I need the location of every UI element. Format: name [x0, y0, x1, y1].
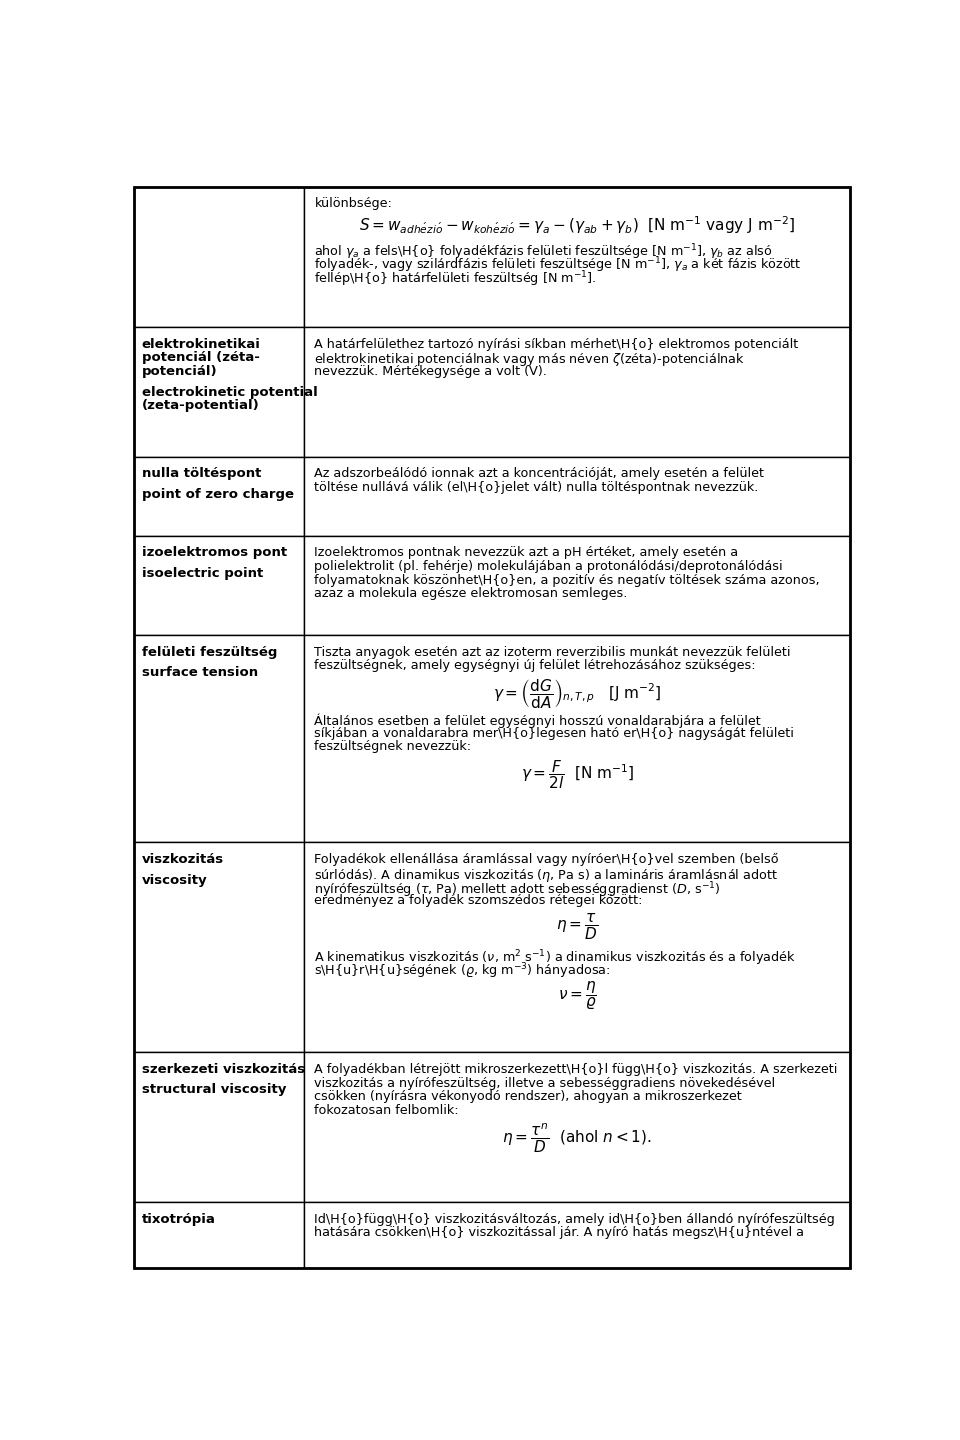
Text: $\gamma = \dfrac{F}{2l}$  [N m$^{-1}$]: $\gamma = \dfrac{F}{2l}$ [N m$^{-1}$]: [520, 757, 634, 791]
Text: eredményez a folyadék szomszédos rétegei között:: eredményez a folyadék szomszédos rétegei…: [315, 894, 643, 907]
Text: Izoelektromos pontnak nevezzük azt a pH értéket, amely esetén a: Izoelektromos pontnak nevezzük azt a pH …: [315, 546, 738, 559]
Text: viszkozitás: viszkozitás: [142, 852, 224, 867]
Bar: [134, 187, 304, 327]
Text: Általános esetben a felület egységnyi hosszú vonaldarabjára a felület: Általános esetben a felület egységnyi ho…: [315, 713, 761, 727]
Text: azaz a molekula egésze elektromosan semleges.: azaz a molekula egésze elektromosan seml…: [315, 588, 628, 600]
Bar: [304, 635, 850, 842]
Text: surface tension: surface tension: [142, 667, 258, 680]
Text: $S = w_{adh\acute{e}zi\acute{o}} - w_{koh\acute{e}zi\acute{o}} = \gamma_a - (\ga: $S = w_{adh\acute{e}zi\acute{o}} - w_{ko…: [359, 215, 795, 236]
Text: folyadék-, vagy szilárdfázis felületi feszültsége [N m$^{-1}$], $\gamma_a$ a két: folyadék-, vagy szilárdfázis felületi fe…: [315, 256, 803, 275]
Text: tixotrópia: tixotrópia: [142, 1212, 216, 1225]
Text: point of zero charge: point of zero charge: [142, 488, 294, 501]
Text: isoelectric point: isoelectric point: [142, 567, 263, 580]
Text: s\H{u}r\H{u}ségének ($\varrho$, kg m$^{-3}$) hányadosa:: s\H{u}r\H{u}ségének ($\varrho$, kg m$^{-…: [315, 962, 611, 981]
Bar: [134, 842, 304, 1053]
Bar: [304, 842, 850, 1053]
Text: $\nu = \dfrac{\eta}{\varrho}$: $\nu = \dfrac{\eta}{\varrho}$: [558, 979, 597, 1012]
Text: viscosity: viscosity: [142, 874, 207, 887]
Text: különbsége:: különbsége:: [315, 197, 393, 210]
Bar: [304, 327, 850, 456]
Text: polielektrolit (pl. fehérje) molekulájában a protonálódási/deprotonálódási: polielektrolit (pl. fehérje) molekulájáb…: [315, 560, 783, 573]
Text: $\gamma = \left(\dfrac{\mathrm{d}G}{\mathrm{d}A}\right)_{n,T,p}$   [J m$^{-2}$]: $\gamma = \left(\dfrac{\mathrm{d}G}{\mat…: [492, 677, 661, 710]
Text: töltése nullává válik (el\H{o}jelet vált) nulla töltéspontnak nevezzük.: töltése nullává válik (el\H{o}jelet vált…: [315, 481, 758, 494]
Bar: [304, 1053, 850, 1202]
Text: folyamatoknak köszönhet\H{o}en, a pozitív és negatív töltések száma azonos,: folyamatoknak köszönhet\H{o}en, a pozití…: [315, 573, 820, 586]
Bar: [134, 456, 304, 536]
Text: $\eta = \dfrac{\tau^n}{D}$  (ahol $n < 1$).: $\eta = \dfrac{\tau^n}{D}$ (ahol $n < 1$…: [502, 1122, 652, 1155]
Text: $\eta = \dfrac{\tau}{D}$: $\eta = \dfrac{\tau}{D}$: [556, 912, 598, 942]
Text: elektrokinetikai: elektrokinetikai: [142, 338, 260, 351]
Text: hatására csökken\H{o} viszkozitással jár. A nyíró hatás megsz\H{u}ntével a: hatására csökken\H{o} viszkozitással jár…: [315, 1227, 804, 1240]
Text: feszültségnek nevezzük:: feszültségnek nevezzük:: [315, 740, 471, 753]
Bar: [134, 536, 304, 635]
Bar: [134, 327, 304, 456]
Text: viszkozitás a nyírófeszültség, illetve a sebességgradiens növekedésével: viszkozitás a nyírófeszültség, illetve a…: [315, 1077, 776, 1090]
Bar: [304, 1202, 850, 1267]
Text: síkjában a vonaldarabra mer\H{o}legesen ható er\H{o} nagyságát felületi: síkjában a vonaldarabra mer\H{o}legesen …: [315, 727, 794, 740]
Text: Folyadékok ellenállása áramlással vagy nyíróer\H{o}vel szemben (belső: Folyadékok ellenállása áramlással vagy n…: [315, 852, 780, 867]
Text: súrlódás). A dinamikus viszkozitás ($\eta$, Pa s) a lamináris áramlásnál adott: súrlódás). A dinamikus viszkozitás ($\et…: [315, 867, 779, 884]
Text: Az adszorbeálódó ionnak azt a koncentrációját, amely esetén a felület: Az adszorbeálódó ionnak azt a koncentrác…: [315, 468, 764, 481]
Text: potenciál): potenciál): [142, 366, 217, 379]
Bar: [134, 635, 304, 842]
Text: ahol $\gamma_a$ a fels\H{o} folyadékfázis felületi feszültsége [N m$^{-1}$], $\g: ahol $\gamma_a$ a fels\H{o} folyadékfázi…: [315, 242, 773, 262]
Bar: [304, 536, 850, 635]
Text: felületi feszültség: felületi feszültség: [142, 645, 277, 658]
Text: csökken (nyírásra vékonyodó rendszer), ahogyan a mikroszerkezet: csökken (nyírásra vékonyodó rendszer), a…: [315, 1090, 742, 1103]
Text: (zeta-potential): (zeta-potential): [142, 399, 259, 412]
Text: A folyadékban létrejött mikroszerkezett\H{o}l függ\H{o} viszkozitás. A szerkezet: A folyadékban létrejött mikroszerkezett\…: [315, 1063, 838, 1076]
Text: Id\H{o}függ\H{o} viszkozitásváltozás, amely id\H{o}ben állandó nyírófeszültség: Id\H{o}függ\H{o} viszkozitásváltozás, am…: [315, 1212, 835, 1225]
Text: nevezzük. Mértékegysége a volt (V).: nevezzük. Mértékegysége a volt (V).: [315, 366, 547, 379]
Text: potenciál (zéta-: potenciál (zéta-: [142, 351, 259, 364]
Text: elektrokinetikai potenciálnak vagy más néven $\zeta$(zéta)-potenciálnak: elektrokinetikai potenciálnak vagy más n…: [315, 351, 746, 369]
Text: izoelektromos pont: izoelektromos pont: [142, 546, 287, 559]
Bar: [304, 456, 850, 536]
Text: nyírófeszültség ($\tau$, Pa) mellett adott sebességgradienst ($D$, s$^{-1}$): nyírófeszültség ($\tau$, Pa) mellett ado…: [315, 881, 721, 900]
Text: nulla töltéspont: nulla töltéspont: [142, 468, 261, 481]
Text: Tiszta anyagok esetén azt az izoterm reverzibilis munkát nevezzük felületi: Tiszta anyagok esetén azt az izoterm rev…: [315, 645, 791, 658]
Text: A kinematikus viszkozitás ($\nu$, m$^2$ s$^{-1}$) a dinamikus viszkozitás és a f: A kinematikus viszkozitás ($\nu$, m$^2$ …: [315, 948, 796, 968]
Bar: [134, 1202, 304, 1267]
Text: structural viscosity: structural viscosity: [142, 1083, 286, 1096]
Text: fellép\H{o} határfelületi feszültség [N m$^{-1}$].: fellép\H{o} határfelületi feszültség [N …: [315, 269, 597, 289]
Text: feszültségnek, amely egységnyi új felület létrehozásához szükséges:: feszültségnek, amely egységnyi új felüle…: [315, 660, 756, 672]
Text: electrokinetic potential: electrokinetic potential: [142, 386, 318, 399]
Bar: [134, 1053, 304, 1202]
Text: szerkezeti viszkozitás: szerkezeti viszkozitás: [142, 1063, 305, 1076]
Text: fokozatosan felbomlik:: fokozatosan felbomlik:: [315, 1104, 459, 1117]
Bar: [304, 187, 850, 327]
Text: A határfelülethez tartozó nyírási síkban mérhet\H{o} elektromos potenciált: A határfelülethez tartozó nyírási síkban…: [315, 338, 799, 351]
